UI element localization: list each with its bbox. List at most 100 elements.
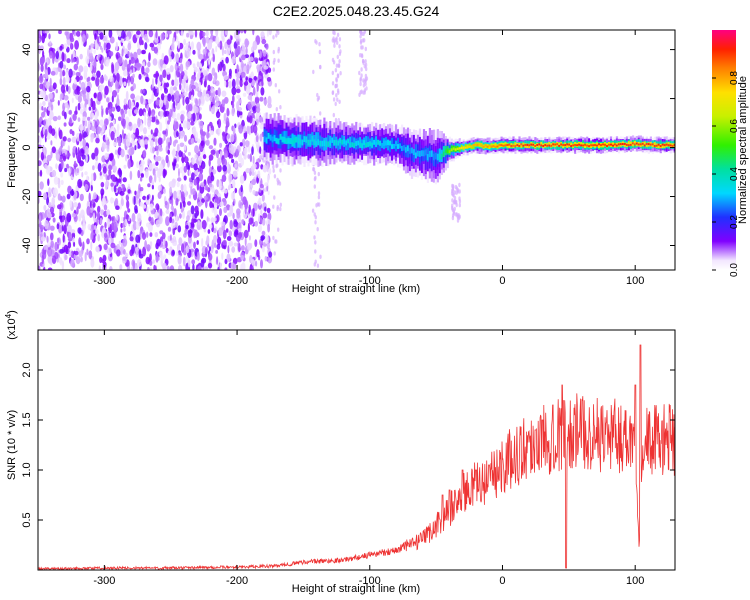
noise-speck [259, 146, 262, 155]
noise-speck [226, 39, 232, 45]
snr-panel: -300 -200 -100 0 100 0.5 1.0 1.5 2.0 Height of … [4, 310, 676, 595]
band-cell [450, 148, 453, 152]
noise-speck [163, 188, 166, 195]
noise-speck [249, 153, 253, 163]
noise-speck [238, 200, 243, 209]
noise-speck [240, 157, 245, 167]
noise-speck [159, 122, 163, 132]
noise-speck [182, 96, 185, 106]
noise-speck [111, 158, 116, 168]
noise-speck [99, 32, 104, 40]
noise-speck [73, 63, 79, 71]
band-cell [490, 143, 493, 148]
noise-speck [132, 260, 136, 270]
band-cell [387, 140, 390, 145]
noise-speck [101, 258, 104, 264]
noise-speck [174, 63, 178, 71]
noise-speck [40, 151, 45, 161]
noise-speck [171, 222, 176, 229]
noise-speck [189, 83, 192, 94]
noise-speck [239, 78, 243, 88]
noise-speck [148, 52, 151, 62]
band-cell [293, 137, 296, 144]
band-cell [576, 144, 579, 147]
noise-speck [315, 203, 318, 208]
band-cell [365, 142, 368, 148]
noise-speck [216, 150, 219, 159]
band-cell [355, 141, 358, 146]
band-cell [550, 144, 553, 147]
band-cell [470, 145, 473, 148]
noise-speck [190, 78, 195, 86]
noise-speck [75, 71, 81, 77]
noise-speck [163, 254, 167, 259]
noise-speck [63, 244, 69, 255]
noise-speck [275, 33, 278, 38]
band-cell [458, 147, 461, 150]
band-cell [655, 144, 658, 147]
noise-speck [42, 100, 46, 107]
noise-speck [267, 95, 272, 106]
noise-speck [102, 166, 107, 174]
noise-speck [175, 131, 179, 137]
noise-speck [318, 42, 321, 47]
noise-speck [260, 235, 266, 241]
band-cell [385, 140, 388, 146]
noise-speck [200, 140, 204, 147]
noise-speck [361, 38, 365, 43]
noise-speck [232, 170, 238, 178]
noise-speck [150, 217, 154, 226]
noise-speck [144, 116, 147, 126]
band-cell [494, 145, 497, 148]
noise-speck [221, 45, 224, 56]
noise-speck [105, 107, 109, 115]
noise-speck [185, 60, 191, 68]
band-cell [406, 145, 410, 152]
noise-speck [125, 138, 131, 148]
noise-speck [153, 132, 158, 137]
noise-speck [124, 218, 128, 227]
noise-speck [90, 258, 95, 268]
noise-speck [268, 168, 272, 175]
noise-speck [142, 61, 146, 68]
band-cell [436, 153, 439, 161]
noise-speck [186, 32, 190, 38]
band-cell [349, 136, 352, 148]
band-cell [357, 140, 360, 146]
noise-speck [129, 52, 133, 58]
band-cell [494, 142, 497, 148]
noise-speck [90, 230, 94, 240]
colorbar-tick-label: 0.0 [729, 263, 740, 277]
noise-speck [82, 138, 87, 149]
noise-speck [194, 168, 199, 176]
noise-speck [251, 101, 256, 107]
noise-speck [46, 196, 50, 206]
band-cell [629, 141, 633, 146]
noise-speck [180, 110, 186, 115]
noise-speck [131, 101, 134, 108]
noise-speck [316, 92, 319, 98]
noise-speck [192, 49, 196, 55]
band-cell [442, 151, 445, 157]
noise-speck [108, 30, 113, 39]
noise-speck [182, 200, 186, 208]
band-cell [560, 143, 563, 146]
noise-speck [73, 31, 76, 37]
noise-speck [147, 61, 151, 68]
noise-speck [113, 119, 116, 125]
noise-speck [112, 77, 115, 83]
noise-speck [224, 41, 228, 50]
noise-speck [97, 162, 102, 172]
noise-speck [261, 230, 266, 236]
band-cell [408, 148, 412, 154]
noise-speck [319, 254, 322, 259]
noise-speck [359, 53, 362, 58]
band-cell [580, 142, 583, 147]
noise-speck [179, 63, 184, 73]
noise-speck [134, 208, 138, 214]
noise-speck [191, 188, 196, 196]
noise-speck [242, 77, 246, 83]
noise-speck [258, 49, 261, 54]
noise-speck [275, 239, 278, 244]
noise-speck [107, 218, 111, 228]
